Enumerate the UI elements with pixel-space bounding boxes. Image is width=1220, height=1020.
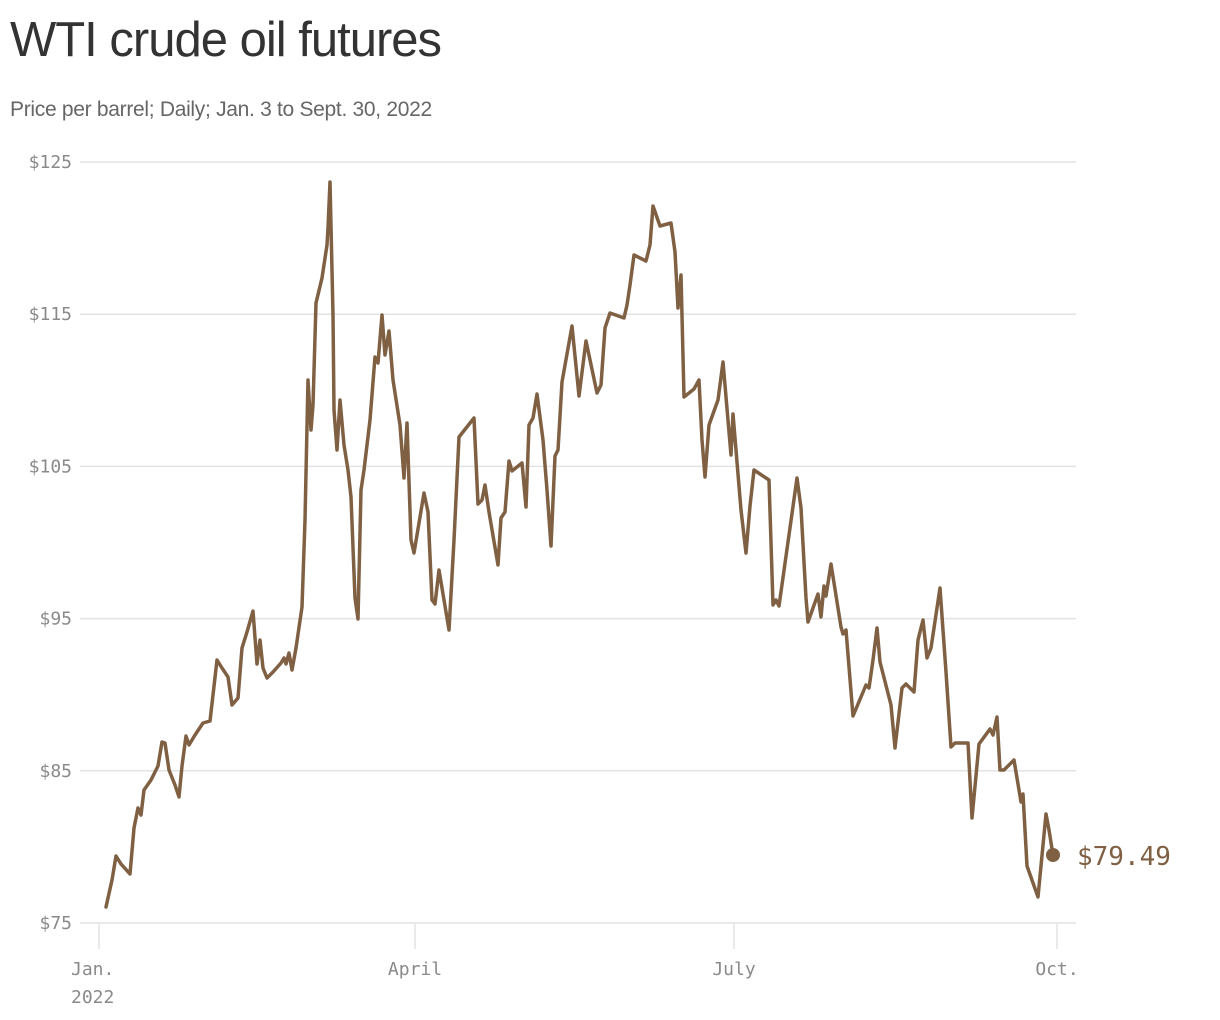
x-tick-label: April	[388, 959, 442, 980]
x-axis: Jan. 2022 April July Oct.	[71, 923, 1079, 1008]
y-tick-label: $115	[29, 304, 72, 325]
price-line	[104, 180, 1055, 909]
y-tick-label: $95	[39, 609, 72, 630]
end-point-marker	[1046, 848, 1060, 862]
x-tick-label: Oct.	[1035, 959, 1078, 980]
y-tick-label: $125	[29, 152, 72, 173]
chart-title: WTI crude oil futures	[10, 13, 442, 67]
x-tick-label: July	[712, 959, 756, 980]
y-tick-label: $105	[29, 456, 72, 477]
y-tick-label: $75	[39, 913, 72, 934]
y-tick-label: $85	[39, 761, 72, 782]
x-tick-label: Jan. 2022	[71, 959, 114, 1008]
gridlines	[80, 161, 1076, 924]
end-value-label: $79.49	[1077, 842, 1171, 872]
chart-subtitle: Price per barrel; Daily; Jan. 3 to Sept.…	[10, 98, 432, 121]
y-axis: $75 $85 $95 $105 $115 $125	[29, 152, 72, 934]
